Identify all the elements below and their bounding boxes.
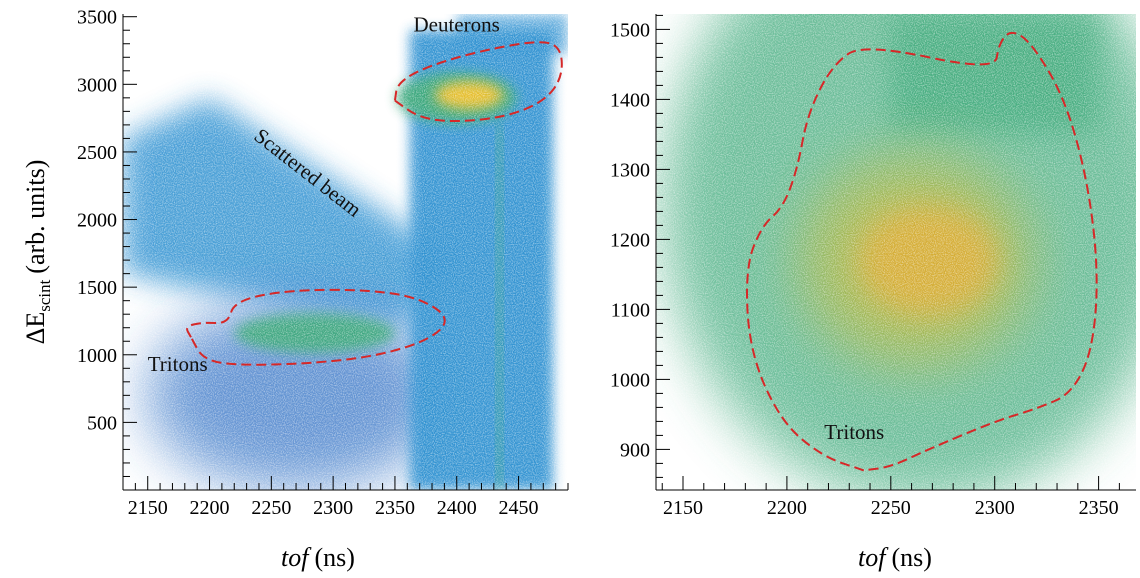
- left-x-tick-label: 2450: [499, 497, 539, 519]
- right-annotations: Tritons: [824, 420, 884, 444]
- right-y-tick-label: 1500: [610, 19, 650, 41]
- right-x-tick-label: 2200: [767, 497, 807, 519]
- right-cut-tritons: [746, 31, 1098, 472]
- left-annotation-deuterons: Deuterons: [413, 13, 499, 37]
- left-y-tick-label: 1500: [77, 277, 117, 299]
- right-density-map: [656, 14, 1136, 490]
- left-axes: 2150 2200 2250 2300 2350 2400 2450 500 1000 1500 2…: [77, 7, 569, 519]
- left-y-tick-label: 2500: [77, 142, 117, 164]
- left-y-tick-label: 3500: [77, 7, 117, 29]
- right-annotation-tritons: Tritons: [824, 420, 884, 444]
- left-cut-deuterons: [393, 41, 563, 123]
- right-axes: 2150 2200 2250 2300 2350 900 1000 1100 1200 1300 1…: [610, 14, 1136, 519]
- left-x-tick-label: 2150: [128, 497, 168, 519]
- xlabel-italic-right: tof: [858, 543, 889, 572]
- left-y-tick-label: 2000: [77, 210, 117, 232]
- right-x-axis-label: tof (ns): [858, 543, 932, 572]
- left-y-tick-label: 3000: [77, 74, 117, 96]
- ylabel-main: ΔE: [21, 312, 50, 345]
- right-y-tick-label: 900: [620, 439, 650, 461]
- right-x-tick-label: 2350: [1079, 497, 1119, 519]
- right-y-tick-label: 1400: [610, 89, 650, 111]
- xlabel-unit: (ns): [315, 543, 355, 572]
- right-cuts: [746, 31, 1098, 472]
- right-x-tick-label: 2250: [871, 497, 911, 519]
- left-y-axis-label: ΔEscint (arb. units): [21, 160, 54, 345]
- xlabel-italic: tof: [281, 543, 312, 572]
- left-density-map: [123, 14, 568, 490]
- right-y-tick-label: 1200: [610, 229, 650, 251]
- left-x-tick-label: 2400: [437, 497, 477, 519]
- right-panel: Tritons 2150 2200 2250 2300 2350 900 1000 1100 1…: [610, 14, 1136, 572]
- right-x-tick-label: 2150: [663, 497, 703, 519]
- left-x-tick-label: 2200: [190, 497, 230, 519]
- right-speckle-overlay: [656, 14, 1136, 490]
- left-cut-tritons: [186, 288, 446, 366]
- ylabel-sub: scint: [35, 279, 54, 311]
- right-y-tick-label: 1000: [610, 369, 650, 391]
- left-y-tick-label: 500: [87, 412, 117, 434]
- left-x-tick-label: 2250: [251, 497, 291, 519]
- right-y-tick-label: 1100: [611, 299, 650, 321]
- left-speckle-overlay: [123, 14, 568, 490]
- left-x-axis-label: tof (ns): [281, 543, 355, 572]
- right-y-tick-label: 1300: [610, 159, 650, 181]
- left-y-tick-label: 1000: [77, 345, 117, 367]
- ylabel-unit: (arb. units): [21, 160, 50, 274]
- left-x-tick-label: 2350: [375, 497, 415, 519]
- left-x-tick-label: 2300: [313, 497, 353, 519]
- left-cuts: [186, 41, 563, 366]
- xlabel-unit-right: (ns): [892, 543, 932, 572]
- right-x-tick-label: 2300: [975, 497, 1015, 519]
- left-annotation-tritons: Tritons: [148, 352, 208, 376]
